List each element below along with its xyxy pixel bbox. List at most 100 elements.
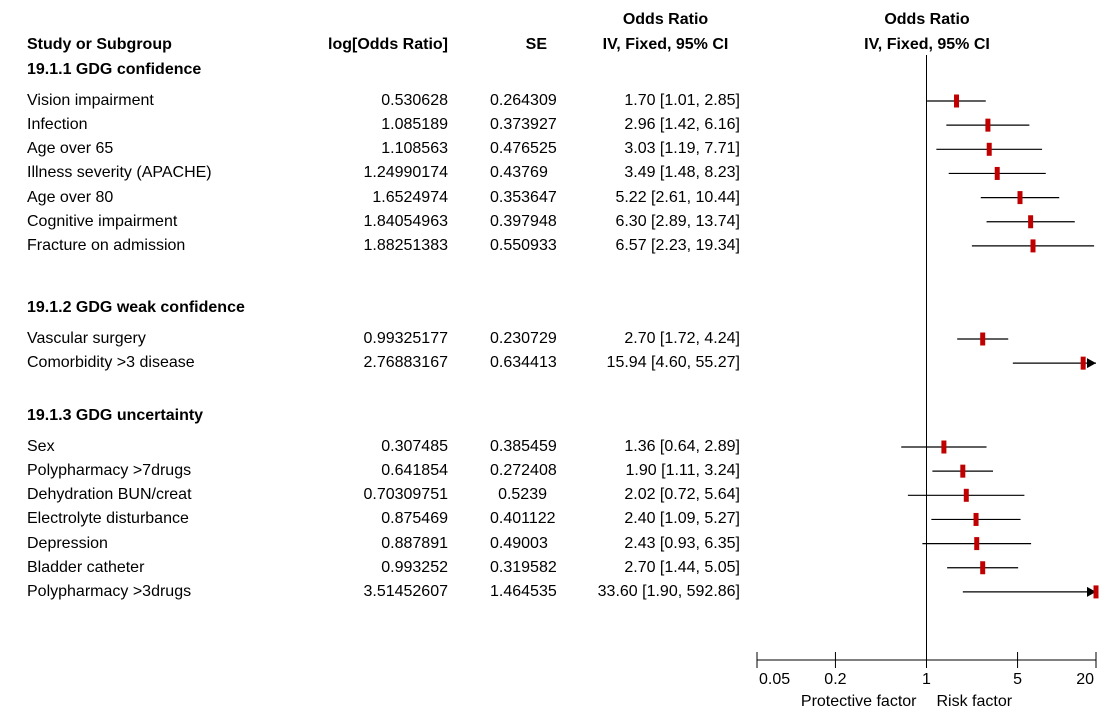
study-ci-text: 2.70 [1.44, 5.05]: [624, 558, 740, 576]
point-estimate: [941, 440, 947, 454]
study-log-or: 0.641854: [381, 462, 448, 480]
study-name: Comorbidity >3 disease: [27, 354, 195, 372]
study-se: 0.230729: [490, 330, 557, 347]
point-estimate: [1093, 585, 1099, 599]
study-log-or: 1.84054963: [363, 212, 448, 230]
tick-label: 5: [1013, 671, 1022, 688]
study-se: 0.319582: [490, 558, 557, 576]
header-log-or: log[Odds Ratio]: [328, 36, 448, 53]
study-ci-text: 2.43 [0.93, 6.35]: [624, 534, 740, 552]
study-se: 0.272408: [490, 462, 557, 480]
point-estimate: [1030, 239, 1036, 253]
study-ci-text: 1.90 [1.11, 3.24]: [625, 462, 740, 480]
study-se: 0.385459: [490, 438, 557, 455]
study-ci-text: 15.94 [4.60, 55.27]: [606, 354, 740, 372]
study-se: 0.264309: [490, 92, 557, 109]
study-name: Polypharmacy >3drugs: [27, 582, 192, 600]
tick-label: 0.05: [759, 671, 790, 688]
study-log-or: 1.085189: [381, 116, 448, 134]
study-name: Age over 80: [27, 188, 114, 206]
header-plot-method: IV, Fixed, 95% CI: [864, 36, 990, 53]
header-study: Study or Subgroup: [27, 36, 172, 53]
study-name: Illness severity (APACHE): [27, 164, 212, 182]
study-ci-text: 2.02 [0.72, 5.64]: [624, 486, 740, 504]
header-plot-top: Odds Ratio: [884, 11, 970, 28]
header-or-method: IV, Fixed, 95% CI: [602, 36, 729, 53]
risk-label: Risk factor: [937, 693, 1013, 710]
point-estimate: [1080, 356, 1086, 370]
study-se: 0.43769: [490, 164, 548, 182]
subgroup-title: 19.1.3 GDG uncertainty: [27, 407, 204, 424]
study-ci-text: 5.22 [2.61, 10.44]: [615, 188, 740, 206]
ci-arrow: [1087, 586, 1096, 597]
study-ci-text: 2.96 [1.42, 6.16]: [624, 116, 740, 134]
study-name: Age over 65: [27, 140, 114, 158]
study-log-or: 0.993252: [381, 558, 448, 576]
study-name: Polypharmacy >7drugs: [27, 462, 192, 480]
point-estimate: [986, 142, 992, 156]
point-estimate: [980, 561, 986, 575]
point-estimate: [1028, 215, 1034, 229]
study-log-or: 3.51452607: [363, 582, 448, 600]
study-log-or: 0.70309751: [363, 486, 448, 504]
header-or-top: Odds Ratio: [622, 11, 709, 28]
point-estimate: [954, 94, 960, 108]
study-ci-text: 6.30 [2.89, 13.74]: [615, 212, 740, 230]
study-log-or: 1.6524974: [372, 188, 448, 206]
study-log-or: 0.530628: [381, 92, 448, 109]
subgroup-title: 19.1.1 GDG confidence: [27, 61, 202, 78]
study-se: 1.464535: [490, 582, 557, 600]
study-log-or: 0.99325177: [363, 330, 448, 347]
study-se: 0.550933: [490, 236, 557, 254]
study-name: Vascular surgery: [27, 330, 146, 347]
point-estimate: [1017, 191, 1023, 205]
study-ci-text: 6.57 [2.23, 19.34]: [615, 236, 740, 254]
study-ci-text: 3.03 [1.19, 7.71]: [624, 140, 740, 158]
point-estimate: [974, 537, 980, 551]
study-ci-text: 2.40 [1.09, 5.27]: [624, 510, 740, 528]
point-estimate: [994, 166, 1000, 180]
study-name: Vision impairment: [27, 92, 154, 109]
study-ci-text: 1.36 [0.64, 2.89]: [624, 438, 740, 455]
study-se: 0.373927: [490, 116, 557, 134]
tick-label: 0.2: [824, 671, 846, 688]
study-name: Infection: [27, 116, 88, 134]
point-estimate: [985, 118, 991, 132]
study-se: 0.353647: [490, 188, 557, 206]
protective-label: Protective factor: [801, 693, 917, 710]
study-se: 0.397948: [490, 212, 557, 230]
study-ci-text: 2.70 [1.72, 4.24]: [624, 330, 740, 347]
study-se: 0.634413: [490, 354, 557, 372]
study-name: Bladder catheter: [27, 558, 145, 576]
tick-label: 1: [922, 671, 931, 688]
study-log-or: 1.88251383: [363, 236, 448, 254]
study-name: Electrolyte disturbance: [27, 510, 189, 528]
header-se: SE: [525, 36, 547, 53]
study-name: Fracture on admission: [27, 236, 186, 254]
study-se: 0.49003: [490, 534, 548, 552]
study-log-or: 0.887891: [381, 534, 448, 552]
point-estimate: [960, 464, 966, 478]
study-log-or: 2.76883167: [363, 354, 448, 372]
study-log-or: 1.108563: [381, 140, 448, 158]
ci-arrow: [1087, 358, 1096, 369]
study-log-or: 0.875469: [381, 510, 448, 528]
point-estimate: [980, 332, 986, 346]
study-log-or: 1.24990174: [363, 164, 448, 182]
tick-label: 20: [1076, 671, 1094, 688]
study-name: Depression: [27, 534, 108, 552]
study-log-or: 0.307485: [381, 438, 448, 455]
study-name: Sex: [27, 438, 55, 455]
study-ci-text: 33.60 [1.90, 592.86]: [597, 582, 740, 600]
study-se: 0.401122: [490, 510, 556, 528]
subgroup-title: 19.1.2 GDG weak confidence: [27, 299, 245, 316]
point-estimate: [973, 512, 979, 526]
study-se: 0.476525: [490, 140, 557, 158]
study-se: 0.5239: [498, 486, 547, 504]
study-ci-text: 1.70 [1.01, 2.85]: [624, 92, 740, 109]
study-ci-text: 3.49 [1.48, 8.23]: [624, 164, 740, 182]
point-estimate: [963, 488, 969, 502]
study-name: Dehydration BUN/creat: [27, 486, 192, 504]
study-name: Cognitive impairment: [27, 212, 178, 230]
